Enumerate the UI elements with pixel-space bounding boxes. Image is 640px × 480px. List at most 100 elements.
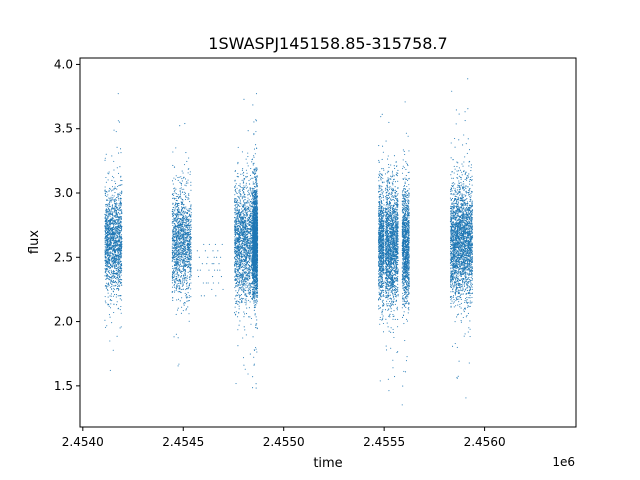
data-point	[106, 275, 108, 277]
data-point	[119, 198, 121, 200]
data-point	[105, 230, 107, 233]
data-point	[242, 180, 244, 182]
data-point	[183, 220, 185, 222]
data-point	[236, 266, 238, 268]
data-point	[107, 203, 109, 205]
data-point	[117, 120, 119, 122]
data-point	[239, 279, 241, 281]
data-point	[178, 282, 180, 284]
data-point	[182, 218, 184, 220]
data-point	[107, 296, 109, 298]
data-point	[174, 246, 176, 248]
data-point	[104, 255, 106, 258]
data-point	[107, 261, 109, 263]
data-point	[178, 270, 180, 272]
data-point	[190, 264, 192, 266]
data-point	[120, 241, 122, 243]
data-point	[114, 246, 116, 248]
data-point	[189, 171, 191, 173]
data-point	[184, 247, 187, 249]
data-point	[182, 191, 184, 193]
data-point	[241, 276, 243, 278]
data-point	[183, 267, 185, 269]
data-point	[245, 313, 248, 315]
data-point	[173, 279, 175, 281]
data-point	[248, 242, 250, 244]
data-point	[179, 263, 182, 265]
data-point	[175, 193, 177, 195]
data-point	[188, 295, 190, 297]
data-point	[114, 232, 117, 234]
data-point	[235, 209, 237, 211]
data-point	[245, 298, 247, 300]
data-point	[113, 233, 115, 236]
data-point	[105, 153, 107, 155]
data-point	[240, 173, 242, 175]
data-point	[184, 206, 186, 208]
data-point	[113, 272, 115, 274]
data-point	[112, 256, 114, 258]
data-point	[186, 235, 188, 237]
data-point	[248, 192, 250, 194]
data-point	[175, 281, 177, 283]
data-point	[114, 231, 116, 233]
data-point	[238, 242, 240, 244]
data-point	[104, 223, 107, 225]
data-point	[107, 227, 109, 229]
data-point	[172, 256, 174, 258]
data-point	[104, 239, 106, 241]
data-point	[116, 259, 118, 261]
data-point	[116, 244, 118, 246]
data-point	[239, 222, 241, 224]
data-point	[110, 252, 112, 254]
data-point	[250, 189, 252, 191]
data-point	[114, 229, 116, 231]
data-point	[113, 188, 115, 190]
data-point	[183, 279, 185, 281]
data-point	[249, 256, 251, 258]
data-point	[184, 234, 186, 236]
data-point	[189, 173, 191, 175]
data-point	[113, 240, 115, 242]
data-point	[181, 306, 183, 308]
data-point	[181, 170, 183, 172]
data-point	[240, 231, 242, 233]
data-point	[109, 211, 111, 213]
data-point	[115, 202, 117, 205]
data-point	[120, 222, 122, 224]
data-point	[236, 216, 238, 218]
data-point	[186, 288, 188, 290]
data-point	[175, 266, 177, 269]
data-point	[178, 231, 180, 233]
data-point	[119, 261, 122, 263]
data-point	[243, 316, 245, 318]
data-point	[187, 198, 189, 200]
data-point	[179, 271, 182, 273]
data-point	[189, 207, 192, 210]
data-point	[245, 201, 247, 204]
data-point	[250, 264, 253, 266]
data-point	[245, 227, 247, 229]
data-point	[186, 239, 188, 241]
data-point	[104, 243, 106, 245]
data-point	[173, 194, 175, 197]
data-point	[104, 227, 106, 229]
data-point	[187, 306, 189, 308]
data-point	[186, 296, 188, 298]
data-point	[182, 310, 184, 312]
data-point	[178, 280, 180, 282]
data-point	[173, 233, 175, 235]
data-point	[246, 261, 248, 263]
data-point	[248, 259, 251, 261]
data-point	[233, 249, 236, 251]
data-point	[249, 178, 251, 180]
data-point	[186, 280, 188, 282]
data-point	[117, 225, 119, 227]
data-point	[109, 209, 111, 211]
data-point	[246, 226, 249, 228]
data-point	[107, 285, 109, 287]
data-point	[180, 229, 182, 231]
data-point	[120, 265, 122, 268]
data-point	[120, 205, 122, 207]
data-point	[245, 263, 247, 265]
